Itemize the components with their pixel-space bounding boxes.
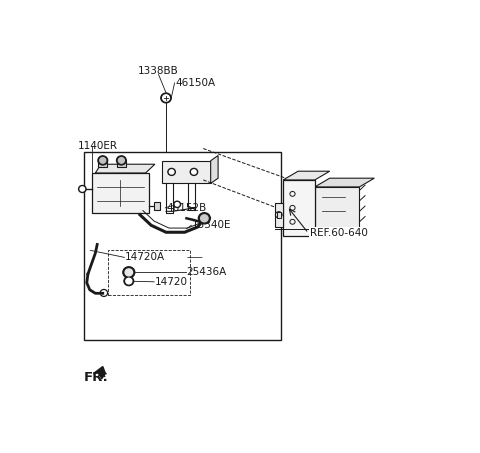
Circle shape bbox=[79, 186, 86, 193]
Text: 14720: 14720 bbox=[155, 277, 188, 287]
Polygon shape bbox=[283, 171, 330, 180]
Circle shape bbox=[124, 276, 133, 286]
Circle shape bbox=[190, 169, 198, 175]
Bar bbox=[108, 250, 190, 295]
Circle shape bbox=[119, 158, 124, 163]
Circle shape bbox=[175, 202, 179, 206]
Text: 13340E: 13340E bbox=[192, 220, 231, 230]
Text: 1338BB: 1338BB bbox=[138, 66, 179, 76]
Polygon shape bbox=[96, 164, 155, 173]
Circle shape bbox=[117, 156, 126, 165]
Text: 46152B: 46152B bbox=[166, 203, 206, 213]
Circle shape bbox=[163, 95, 169, 101]
Circle shape bbox=[98, 156, 108, 165]
Circle shape bbox=[192, 170, 196, 174]
Circle shape bbox=[168, 169, 175, 175]
Text: 46150A: 46150A bbox=[175, 78, 216, 88]
Circle shape bbox=[161, 93, 171, 103]
Text: ——: —— bbox=[186, 253, 203, 262]
Polygon shape bbox=[275, 202, 283, 227]
Text: REF.60-640: REF.60-640 bbox=[311, 228, 368, 238]
Polygon shape bbox=[315, 187, 360, 229]
Circle shape bbox=[198, 213, 210, 224]
Circle shape bbox=[169, 170, 174, 174]
Text: FR.: FR. bbox=[84, 371, 109, 384]
Polygon shape bbox=[94, 366, 106, 379]
Bar bbox=[84, 152, 281, 340]
Bar bbox=[98, 160, 107, 167]
Circle shape bbox=[123, 267, 135, 278]
Circle shape bbox=[125, 269, 132, 276]
Bar bbox=[276, 212, 281, 217]
Polygon shape bbox=[211, 155, 218, 183]
Circle shape bbox=[80, 187, 84, 191]
Bar bbox=[92, 173, 149, 213]
Circle shape bbox=[126, 278, 132, 284]
Circle shape bbox=[174, 201, 180, 207]
Bar bbox=[154, 202, 160, 210]
Circle shape bbox=[100, 158, 106, 163]
Bar bbox=[162, 161, 211, 183]
Text: 14720A: 14720A bbox=[125, 252, 165, 262]
Circle shape bbox=[201, 215, 208, 222]
Polygon shape bbox=[315, 178, 374, 187]
Bar bbox=[117, 160, 126, 167]
Text: 1140ER: 1140ER bbox=[78, 141, 118, 151]
Text: 25436A: 25436A bbox=[186, 267, 227, 277]
Bar bbox=[283, 180, 315, 236]
